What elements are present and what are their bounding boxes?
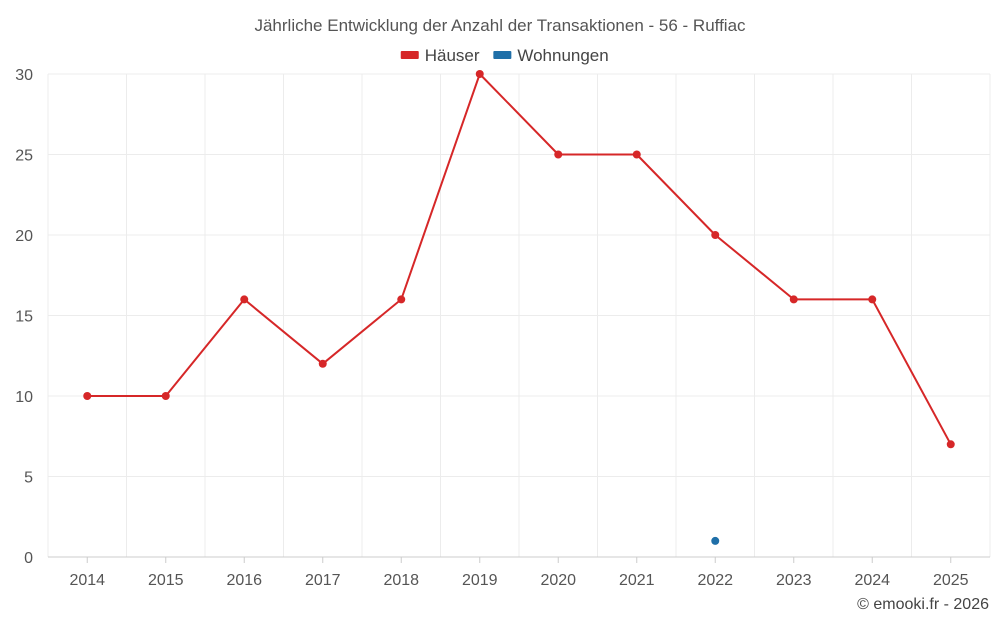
y-tick-label: 5 [24, 470, 33, 487]
y-tick-label: 10 [15, 389, 33, 406]
legend-item[interactable]: Wohnungen [493, 46, 609, 65]
legend-swatch [493, 51, 512, 59]
x-tick-label: 2023 [776, 572, 812, 589]
data-point[interactable] [240, 295, 249, 304]
legend: Häuser Wohnungen [400, 46, 609, 65]
legend-label: Wohnungen [517, 46, 608, 65]
x-tick-label: 2016 [226, 572, 262, 589]
x-tick-label: 2020 [540, 572, 576, 589]
data-point[interactable] [868, 295, 877, 304]
data-point[interactable] [632, 150, 641, 159]
grid-layer [47, 73, 991, 557]
credit-text: © emooki.fr - 2026 [857, 596, 989, 613]
x-tick-label: 2017 [305, 572, 341, 589]
y-tick-label: 25 [15, 148, 33, 165]
data-point[interactable] [83, 392, 92, 400]
series-1 [711, 536, 720, 545]
x-tick-label: 2014 [69, 572, 105, 589]
x-tick-label: 2018 [383, 572, 419, 589]
x-tick-label: 2021 [619, 572, 655, 589]
data-point[interactable] [475, 70, 484, 78]
y-tick-label: 15 [15, 309, 33, 326]
x-tick-label: 2022 [697, 572, 733, 589]
series-line [87, 73, 952, 445]
x-tick-label: 2025 [933, 572, 969, 589]
chart-title: Jährliche Entwicklung der Anzahl der Tra… [254, 16, 746, 35]
data-point[interactable] [946, 440, 955, 449]
x-tick-label: 2019 [462, 572, 498, 589]
legend-label: Häuser [425, 46, 480, 65]
legend-item[interactable]: Häuser [400, 46, 480, 65]
data-point[interactable] [789, 295, 798, 304]
data-point[interactable] [318, 359, 327, 368]
x-tick-label: 2015 [148, 572, 184, 589]
y-tick-label: 30 [15, 67, 33, 84]
data-point[interactable] [711, 536, 720, 545]
series-layer [83, 70, 955, 545]
legend-swatch [400, 51, 419, 59]
data-point[interactable] [711, 231, 720, 239]
x-tick-label: 2024 [854, 572, 890, 589]
y-tick-label: 0 [24, 550, 33, 567]
series-0 [83, 70, 955, 449]
data-point[interactable] [161, 392, 170, 400]
data-point[interactable] [397, 295, 406, 304]
y-tick-label: 20 [15, 228, 33, 245]
data-point[interactable] [554, 150, 563, 159]
